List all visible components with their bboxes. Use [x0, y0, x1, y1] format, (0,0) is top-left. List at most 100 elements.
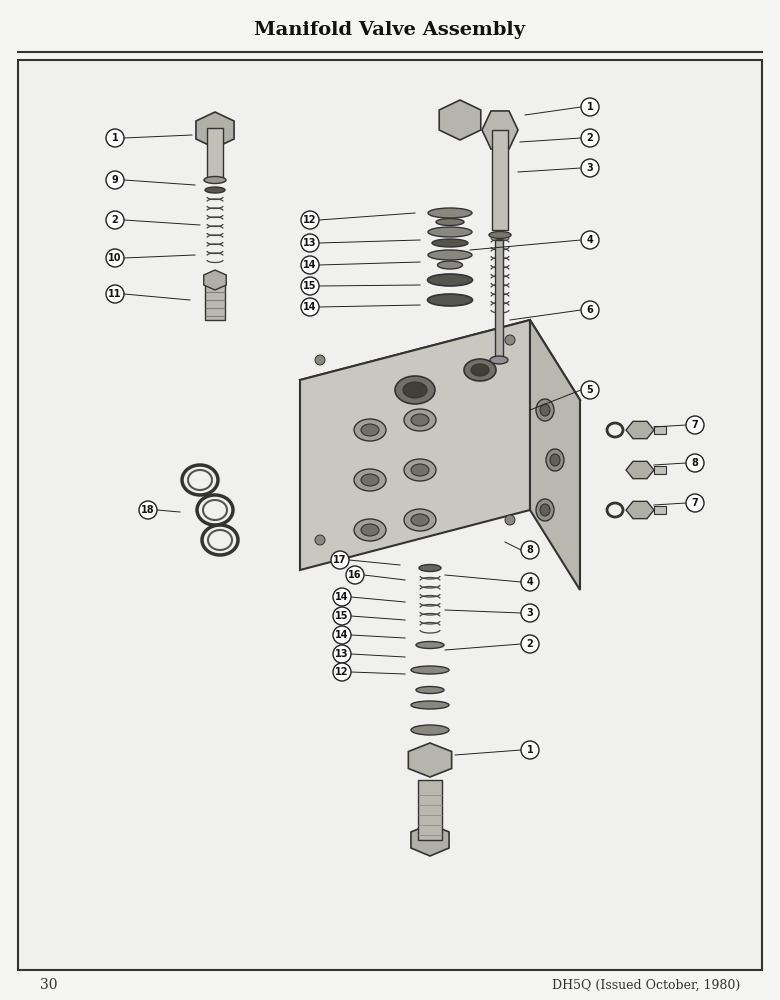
Text: 15: 15: [303, 281, 317, 291]
Polygon shape: [300, 320, 580, 460]
Polygon shape: [439, 100, 480, 140]
Polygon shape: [626, 461, 654, 479]
Circle shape: [331, 551, 349, 569]
Circle shape: [106, 285, 124, 303]
Polygon shape: [482, 111, 518, 149]
Text: 15: 15: [335, 611, 349, 621]
Bar: [654, 506, 666, 514]
Bar: [492, 130, 508, 230]
Ellipse shape: [411, 514, 429, 526]
Ellipse shape: [540, 404, 550, 416]
Text: DH5Q (Issued October, 1980): DH5Q (Issued October, 1980): [551, 978, 740, 992]
Text: 5: 5: [587, 385, 594, 395]
Polygon shape: [530, 320, 580, 590]
Circle shape: [333, 626, 351, 644]
Ellipse shape: [471, 364, 489, 376]
Text: 3: 3: [526, 608, 534, 618]
Ellipse shape: [404, 509, 436, 531]
Circle shape: [505, 335, 515, 345]
Bar: [495, 240, 503, 360]
Ellipse shape: [354, 519, 386, 541]
Ellipse shape: [361, 474, 379, 486]
Ellipse shape: [427, 294, 473, 306]
Text: 18: 18: [141, 505, 154, 515]
Circle shape: [521, 604, 539, 622]
Text: 17: 17: [333, 555, 347, 565]
Ellipse shape: [416, 642, 444, 648]
Polygon shape: [300, 320, 530, 570]
Circle shape: [301, 211, 319, 229]
Circle shape: [346, 566, 364, 584]
Circle shape: [106, 249, 124, 267]
Circle shape: [301, 256, 319, 274]
Circle shape: [106, 211, 124, 229]
Text: 2: 2: [587, 133, 594, 143]
Text: 3: 3: [587, 163, 594, 173]
Polygon shape: [204, 270, 226, 290]
Circle shape: [521, 573, 539, 591]
Circle shape: [333, 645, 351, 663]
Ellipse shape: [204, 176, 226, 184]
Text: 6: 6: [587, 305, 594, 315]
Ellipse shape: [361, 524, 379, 536]
Polygon shape: [409, 743, 452, 777]
Ellipse shape: [416, 686, 444, 694]
Bar: [654, 426, 666, 434]
Bar: [205, 280, 225, 320]
Text: 1: 1: [526, 745, 534, 755]
Circle shape: [521, 741, 539, 759]
Ellipse shape: [354, 419, 386, 441]
Circle shape: [301, 277, 319, 295]
Ellipse shape: [428, 208, 472, 218]
Text: 4: 4: [587, 235, 594, 245]
Ellipse shape: [395, 376, 435, 404]
Text: 1: 1: [587, 102, 594, 112]
Ellipse shape: [205, 187, 225, 193]
Circle shape: [106, 129, 124, 147]
Circle shape: [315, 535, 325, 545]
Ellipse shape: [550, 454, 560, 466]
Polygon shape: [626, 421, 654, 439]
Circle shape: [686, 494, 704, 512]
Ellipse shape: [428, 227, 472, 237]
Text: 12: 12: [335, 667, 349, 677]
Circle shape: [521, 635, 539, 653]
Ellipse shape: [411, 701, 449, 709]
Text: 14: 14: [335, 592, 349, 602]
Text: 2: 2: [526, 639, 534, 649]
Text: Manifold Valve Assembly: Manifold Valve Assembly: [254, 21, 526, 39]
Text: 14: 14: [303, 260, 317, 270]
Circle shape: [106, 171, 124, 189]
Ellipse shape: [436, 219, 464, 226]
Circle shape: [333, 588, 351, 606]
Circle shape: [581, 381, 599, 399]
Bar: [654, 466, 666, 474]
Circle shape: [505, 515, 515, 525]
Circle shape: [521, 541, 539, 559]
Text: 2: 2: [112, 215, 119, 225]
Ellipse shape: [438, 261, 463, 269]
Text: 13: 13: [335, 649, 349, 659]
Ellipse shape: [411, 414, 429, 426]
Text: 8: 8: [692, 458, 698, 468]
Text: 7: 7: [692, 498, 698, 508]
Ellipse shape: [464, 359, 496, 381]
Circle shape: [581, 98, 599, 116]
Circle shape: [581, 159, 599, 177]
Ellipse shape: [419, 564, 441, 572]
Circle shape: [333, 663, 351, 681]
Ellipse shape: [490, 356, 508, 364]
Ellipse shape: [427, 274, 473, 286]
Ellipse shape: [411, 464, 429, 476]
Circle shape: [315, 355, 325, 365]
Circle shape: [139, 501, 157, 519]
Circle shape: [686, 416, 704, 434]
Text: 9: 9: [112, 175, 119, 185]
Polygon shape: [411, 824, 449, 856]
Text: 10: 10: [108, 253, 122, 263]
Ellipse shape: [404, 459, 436, 481]
Ellipse shape: [432, 239, 468, 247]
Ellipse shape: [489, 232, 511, 238]
Ellipse shape: [354, 469, 386, 491]
Text: 14: 14: [303, 302, 317, 312]
